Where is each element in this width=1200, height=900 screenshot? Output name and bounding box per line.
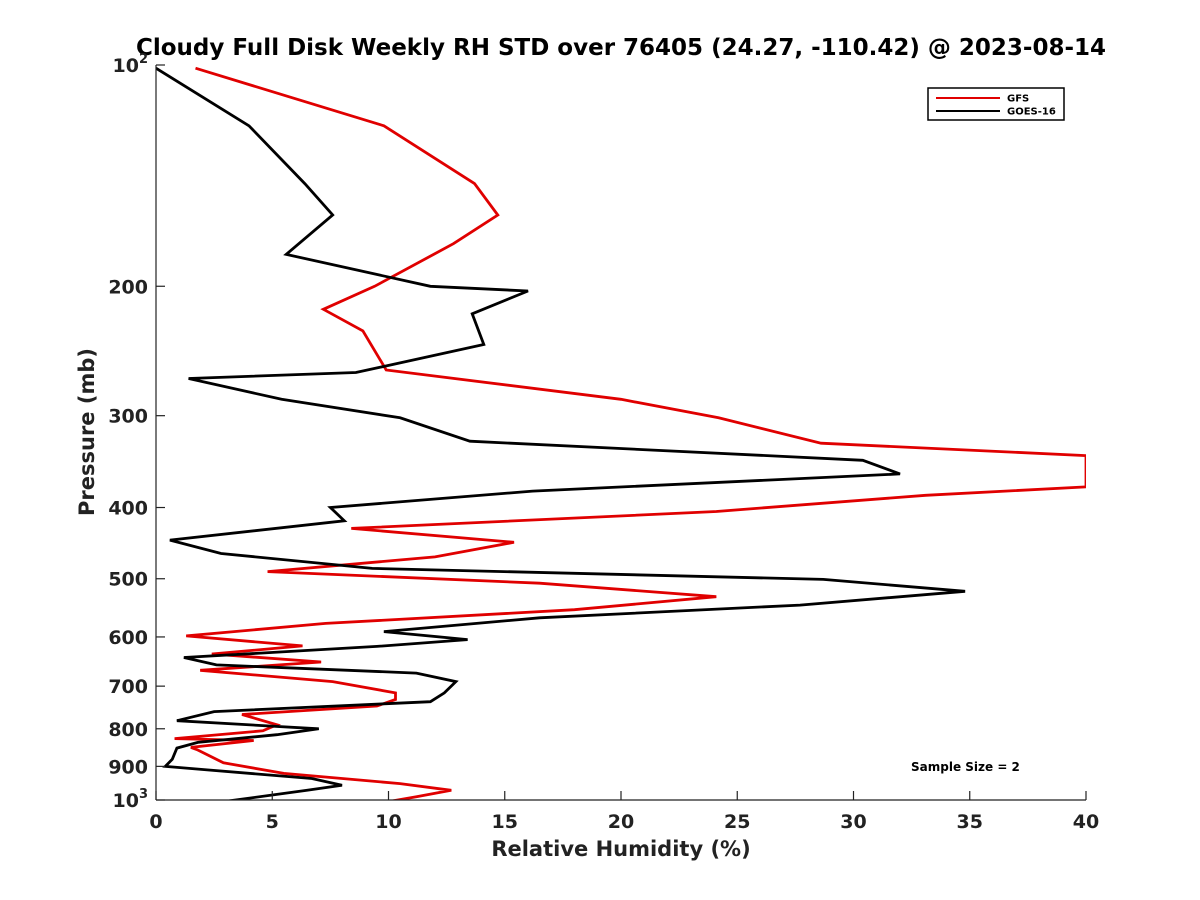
- legend: GFS GOES-16: [927, 87, 1065, 121]
- legend-box: [927, 87, 1065, 121]
- x-tick-label: 30: [840, 811, 866, 833]
- y-axis-label: Pressure (mb): [75, 348, 99, 516]
- series-line-gfs: [174, 66, 1086, 800]
- sample-size-annotation: Sample Size = 2: [911, 760, 1020, 774]
- y-tick-label: 700: [108, 676, 148, 698]
- x-tick-label: 40: [1073, 811, 1099, 833]
- legend-label-gfs: GFS: [1007, 94, 1029, 105]
- y-tick-label: 103: [113, 787, 149, 812]
- y-tick-label: 600: [108, 627, 148, 649]
- y-tick-label: 900: [108, 756, 148, 778]
- legend-label-goes16: GOES-16: [1007, 107, 1056, 118]
- x-tick-label: 20: [608, 811, 634, 833]
- y-tick-label: 102: [113, 52, 149, 77]
- y-tick-label: 300: [108, 406, 148, 428]
- x-axis-label: Relative Humidity (%): [491, 837, 750, 861]
- x-tick-label: 35: [957, 811, 983, 833]
- chart-title: Cloudy Full Disk Weekly RH STD over 7640…: [136, 35, 1106, 61]
- series-layer: [156, 66, 1086, 800]
- x-tick-label: 0: [149, 811, 162, 833]
- y-tick-label: 800: [108, 719, 148, 741]
- y-tick-label: 500: [108, 569, 148, 591]
- x-tick-label: 15: [492, 811, 518, 833]
- x-tick-label: 5: [266, 811, 279, 833]
- x-tick-label: 10: [375, 811, 401, 833]
- x-tick-label: 25: [724, 811, 750, 833]
- y-tick-label: 400: [108, 498, 148, 520]
- y-tick-label: 200: [108, 276, 148, 298]
- ticks: 0 5 10 15 20 25 30 35 40 102 200 300 400 500 600 700 800…: [108, 52, 1099, 833]
- series-line-goes16: [156, 67, 966, 800]
